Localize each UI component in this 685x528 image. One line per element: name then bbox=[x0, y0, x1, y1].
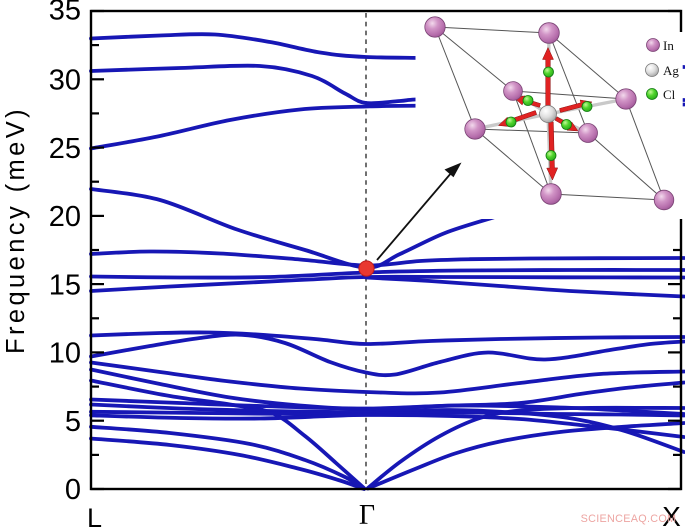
svg-text:25: 25 bbox=[49, 133, 81, 165]
svg-text:L: L bbox=[87, 503, 102, 528]
svg-text:Cl: Cl bbox=[663, 87, 676, 102]
svg-text:15: 15 bbox=[49, 269, 81, 301]
svg-text:Γ: Γ bbox=[359, 500, 375, 528]
svg-text:35: 35 bbox=[49, 0, 81, 26]
svg-text:Frequency (meV): Frequency (meV) bbox=[2, 106, 30, 354]
svg-text:SCIENCEAQ.COM: SCIENCEAQ.COM bbox=[581, 513, 677, 525]
svg-text:20: 20 bbox=[49, 201, 81, 233]
svg-text:X: X bbox=[662, 501, 681, 528]
svg-text:In: In bbox=[663, 38, 674, 53]
svg-text:10: 10 bbox=[49, 338, 81, 370]
svg-text:Ag: Ag bbox=[663, 63, 679, 78]
svg-text:5: 5 bbox=[65, 406, 81, 438]
svg-text:30: 30 bbox=[49, 64, 81, 96]
svg-text:0: 0 bbox=[65, 474, 81, 506]
